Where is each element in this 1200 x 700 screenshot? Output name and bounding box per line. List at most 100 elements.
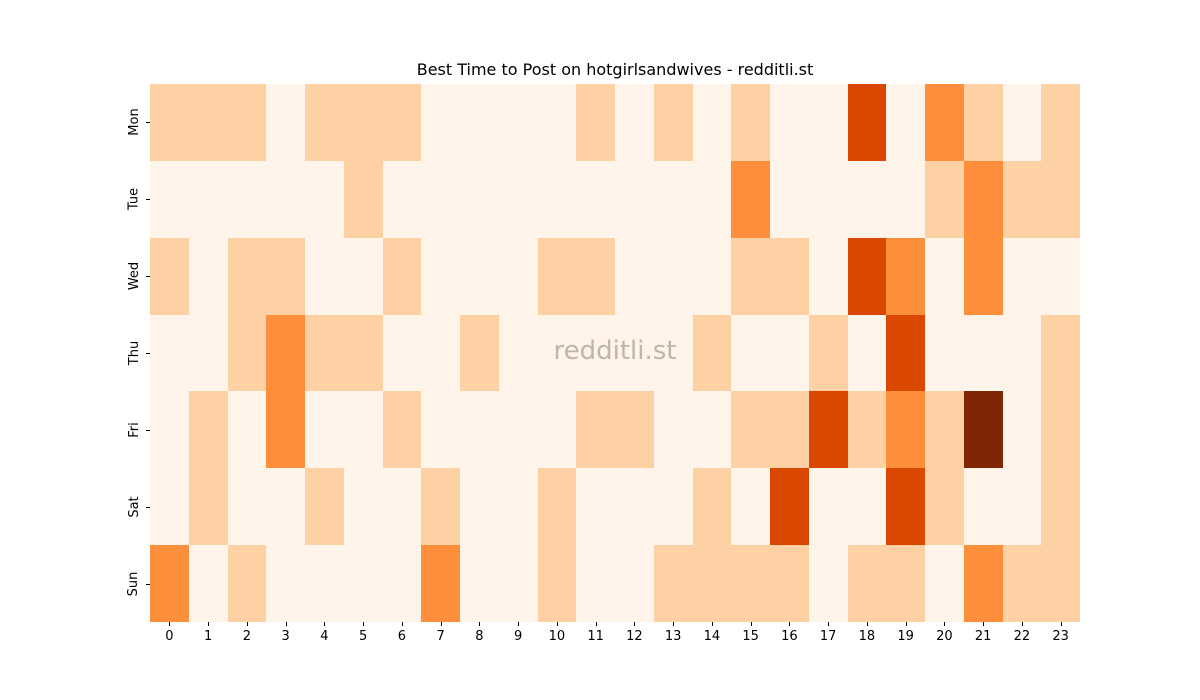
- heatmap-cell: [228, 545, 266, 622]
- heatmap-cell: [383, 161, 421, 238]
- x-tick-mark: [750, 622, 752, 626]
- heatmap-cell: [770, 161, 809, 238]
- heatmap-row-sat: [150, 468, 1080, 545]
- x-tick-label: 17: [819, 629, 837, 644]
- x-tick-mark: [556, 622, 558, 626]
- heatmap-cell: [305, 468, 344, 545]
- heatmap-cell: [576, 315, 615, 391]
- heatmap-cell: [1003, 545, 1041, 622]
- heatmap-cell: [848, 315, 886, 391]
- heatmap-cell: [150, 84, 189, 161]
- x-tick-mark: [169, 622, 171, 626]
- heatmap-cell: [693, 84, 731, 161]
- heatmap-cell: [1041, 238, 1080, 315]
- x-tick-mark: [208, 622, 210, 626]
- heatmap-cell: [693, 545, 731, 622]
- heatmap-cell: [305, 391, 344, 468]
- heatmap-cell: [421, 468, 460, 545]
- heatmap-cell: [1041, 161, 1080, 238]
- heatmap-cell: [383, 84, 421, 161]
- x-tick-label: 0: [165, 629, 174, 644]
- heatmap-cell: [615, 315, 654, 391]
- y-tick-label: Thu: [126, 340, 142, 366]
- x-tick-label: 18: [858, 629, 876, 644]
- x-tick-label: 3: [281, 629, 290, 644]
- heatmap-cell: [150, 545, 189, 622]
- heatmap-cell: [499, 84, 538, 161]
- heatmap-cell: [615, 161, 654, 238]
- heatmap-cell: [848, 161, 886, 238]
- heatmap-cell: [925, 84, 964, 161]
- heatmap-cell: [150, 161, 189, 238]
- heatmap-cell: [499, 315, 538, 391]
- heatmap-cell: [848, 391, 886, 468]
- heatmap-cell: [886, 468, 925, 545]
- heatmap-cell: [421, 84, 460, 161]
- x-tick-label: 9: [513, 629, 523, 644]
- heatmap-cell: [964, 315, 1003, 391]
- heatmap-cell: [886, 238, 925, 315]
- heatmap-cell: [228, 468, 266, 545]
- heatmap-cell: [886, 391, 925, 468]
- heatmap-cell: [383, 238, 421, 315]
- heatmap-cell: [421, 391, 460, 468]
- y-tick-mark: [146, 199, 150, 201]
- x-tick-label: 7: [436, 629, 445, 644]
- heatmap-cell: [925, 315, 964, 391]
- x-tick-mark: [673, 622, 675, 626]
- heatmap-cell: [460, 391, 499, 468]
- heatmap-cell: [1003, 84, 1041, 161]
- heatmap-cell: [383, 391, 421, 468]
- heatmap-cell: [305, 161, 344, 238]
- heatmap-cell: [305, 545, 344, 622]
- heatmap-cell: [848, 238, 886, 315]
- heatmap-cell: [886, 315, 925, 391]
- heatmap-cell: [654, 84, 693, 161]
- heatmap-cell: [770, 391, 809, 468]
- x-tick-mark: [1060, 622, 1062, 626]
- heatmap-cell: [1041, 391, 1080, 468]
- x-tick-label: 14: [703, 629, 721, 644]
- heatmap-row-sun: [150, 545, 1080, 622]
- heatmap-cell: [731, 468, 770, 545]
- heatmap-cell: [731, 315, 770, 391]
- heatmap-cell: [538, 84, 576, 161]
- heatmap-cell: [964, 238, 1003, 315]
- x-tick-mark: [285, 622, 287, 626]
- x-tick-mark: [440, 622, 442, 626]
- heatmap-cell: [615, 391, 654, 468]
- x-tick-mark: [789, 622, 791, 626]
- heatmap-cell: [305, 315, 344, 391]
- heatmap-cell: [460, 468, 499, 545]
- heatmap-cell: [615, 84, 654, 161]
- heatmap-row-wed: [150, 238, 1080, 315]
- heatmap-cell: [1041, 315, 1080, 391]
- heatmap-cell: [886, 161, 925, 238]
- heatmap-cell: [848, 84, 886, 161]
- heatmap-cell: [809, 315, 848, 391]
- heatmap-cell: [538, 315, 576, 391]
- heatmap-cell: [1041, 84, 1080, 161]
- heatmap-cell: [499, 468, 538, 545]
- heatmap-row-thu: [150, 315, 1080, 391]
- heatmap-cell: [576, 238, 615, 315]
- heatmap-cell: [189, 84, 228, 161]
- heatmap-cell: [1041, 468, 1080, 545]
- heatmap-cell: [266, 391, 305, 468]
- x-tick-mark: [518, 622, 520, 626]
- heatmap-cell: [421, 161, 460, 238]
- heatmap-cell: [499, 545, 538, 622]
- heatmap-cell: [344, 545, 383, 622]
- heatmap-cell: [266, 315, 305, 391]
- y-tick-mark: [146, 353, 150, 354]
- heatmap-cell: [344, 161, 383, 238]
- heatmap-cell: [654, 391, 693, 468]
- heatmap-cell: [654, 545, 693, 622]
- heatmap-cell: [886, 84, 925, 161]
- heatmap-cell: [731, 545, 770, 622]
- heatmap-cell: [770, 84, 809, 161]
- heatmap-cell: [964, 161, 1003, 238]
- heatmap-cell: [305, 238, 344, 315]
- heatmap-cell: [964, 391, 1003, 468]
- heatmap-cell: [576, 161, 615, 238]
